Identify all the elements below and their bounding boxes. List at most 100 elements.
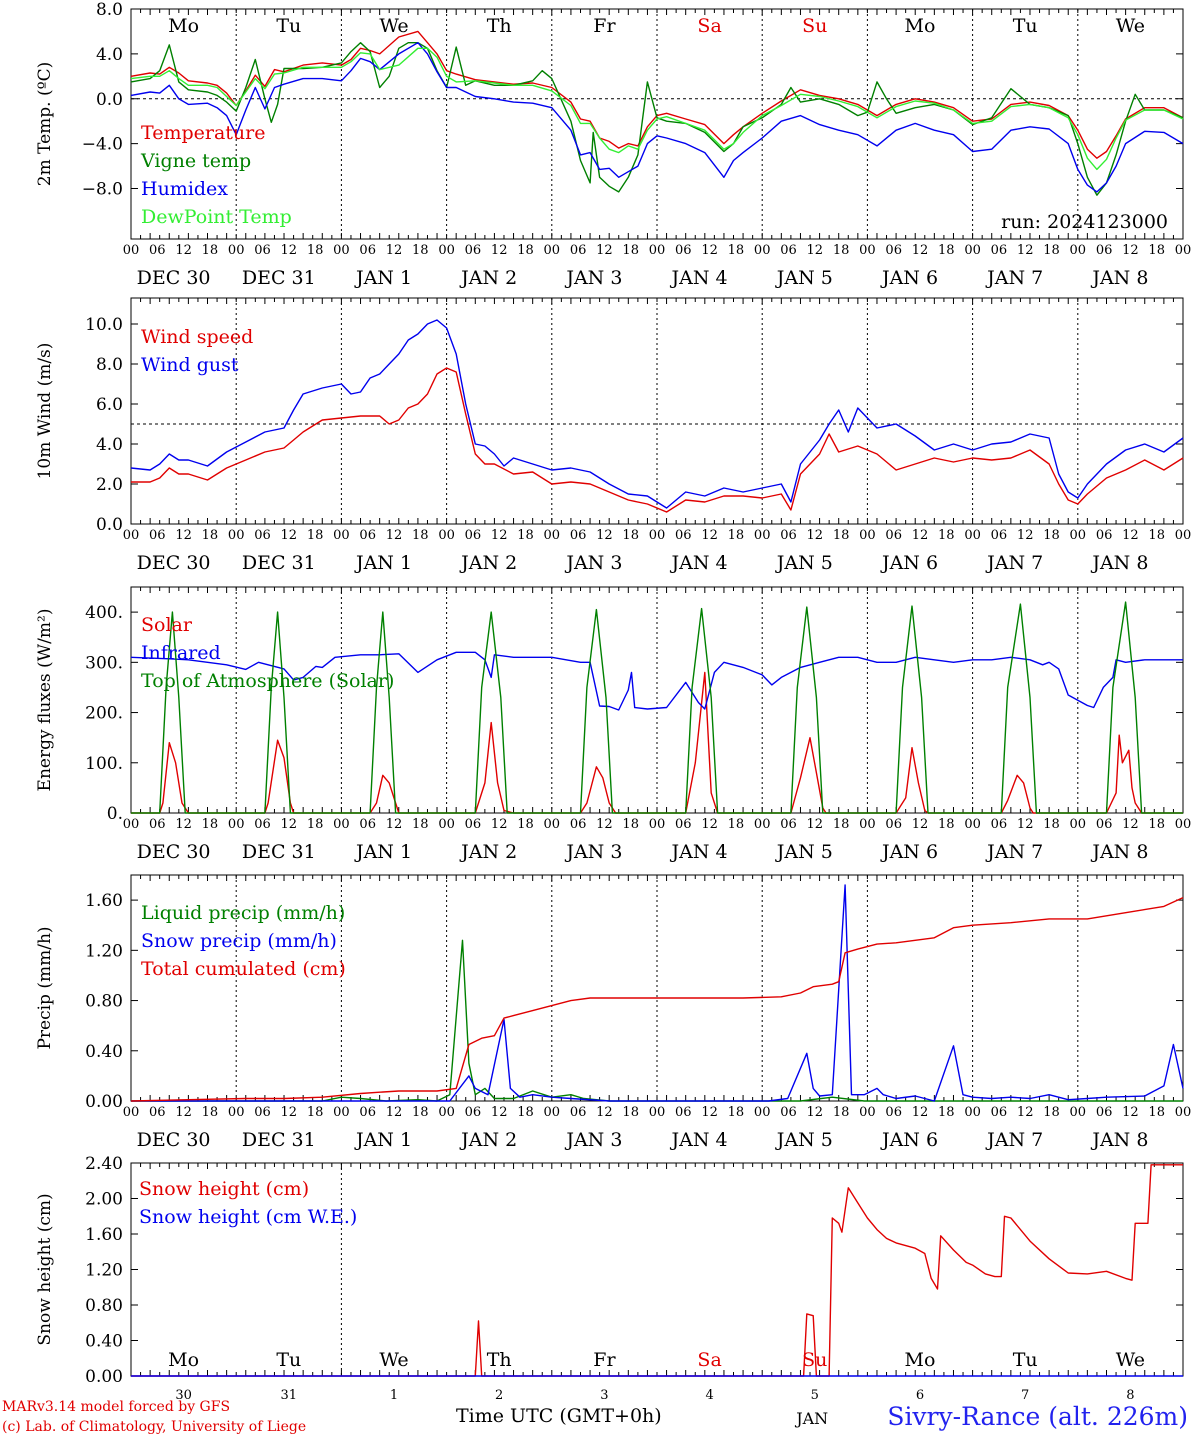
y-tick-label: 400.	[85, 603, 123, 623]
hour-label: 18	[517, 243, 534, 258]
hour-label: 12	[175, 1105, 192, 1120]
date-label: JAN 4	[670, 267, 728, 289]
hour-label: 18	[833, 528, 850, 543]
date-label: JAN 7	[985, 552, 1043, 574]
hour-label: 18	[1148, 1105, 1165, 1120]
date-label: JAN 6	[880, 267, 938, 289]
hour-label: 12	[491, 243, 508, 258]
hour-label: 00	[544, 243, 561, 258]
date-label: JAN 3	[564, 841, 622, 863]
legend-snow-series-snow-height-cm: Snow height (cm)	[139, 1178, 309, 1200]
hour-label: 18	[938, 1105, 955, 1120]
hour-label: 00	[123, 817, 140, 832]
hour-label: 06	[780, 817, 797, 832]
hour-label: 18	[938, 528, 955, 543]
date-label: DEC 30	[137, 267, 211, 289]
hour-label: 18	[1148, 528, 1165, 543]
hour-label: 06	[675, 817, 692, 832]
hour-label: 00	[1175, 528, 1192, 543]
hour-label: 12	[596, 817, 613, 832]
hour-label: 06	[991, 243, 1008, 258]
hour-label: 00	[123, 1105, 140, 1120]
hour-label: 00	[1070, 528, 1087, 543]
y-tick-label: 4.0	[96, 435, 123, 455]
hour-label: 18	[412, 243, 429, 258]
hour-label: 00	[438, 817, 455, 832]
hour-label: 12	[807, 243, 824, 258]
date-label: JAN 3	[564, 267, 622, 289]
hour-label: 00	[1070, 1105, 1087, 1120]
y-tick-label: −4.0	[82, 135, 123, 155]
hour-label: 00	[859, 817, 876, 832]
date-label: JAN 1	[354, 841, 412, 863]
hour-label: 00	[228, 528, 245, 543]
date-label: JAN 3	[564, 1129, 622, 1151]
y-tick-label: 2.00	[85, 1190, 123, 1210]
legend-wind-series-wind-speed: Wind speed	[141, 326, 253, 348]
hour-label: 00	[544, 817, 561, 832]
hour-label: 18	[307, 1105, 324, 1120]
hour-label: 12	[491, 1105, 508, 1120]
hour-label: 00	[649, 1105, 666, 1120]
date-label: JAN 5	[775, 1129, 833, 1151]
hour-label: 00	[649, 528, 666, 543]
date-short-label: 1	[390, 1388, 398, 1403]
hour-label: 12	[596, 528, 613, 543]
hour-label: 12	[596, 1105, 613, 1120]
hour-label: 00	[754, 528, 771, 543]
hour-label: 00	[333, 243, 350, 258]
temperature-series-temperature	[130, 30, 1184, 159]
hour-label: 06	[991, 528, 1008, 543]
hour-label: 06	[570, 1105, 587, 1120]
weekday-label: Tu	[1013, 1349, 1038, 1371]
hour-label: 12	[281, 817, 298, 832]
hour-label: 12	[912, 1105, 929, 1120]
hour-label: 00	[228, 243, 245, 258]
date-label: JAN 1	[354, 552, 412, 574]
hour-label: 06	[359, 243, 376, 258]
hour-label: 00	[754, 1105, 771, 1120]
weekday-label: Fr	[593, 15, 616, 37]
hour-label: 18	[412, 1105, 429, 1120]
hour-label: 06	[1096, 243, 1113, 258]
weekday-label: Tu	[276, 1349, 301, 1371]
legend-temperature-series-vigne-temp: Vigne temp	[140, 150, 251, 172]
y-axis-label: Energy fluxes (W/m²)	[35, 609, 55, 792]
hour-label: 18	[622, 528, 639, 543]
run-label: run: 2024123000	[1001, 211, 1168, 233]
date-label: JAN 2	[459, 552, 517, 574]
y-tick-label: 0.00	[85, 1367, 123, 1387]
hour-label: 00	[964, 528, 981, 543]
hour-label: 00	[544, 1105, 561, 1120]
hour-label: 00	[1175, 817, 1192, 832]
legend-snow-series-snow-height-cm-w-e: Snow height (cm W.E.)	[139, 1206, 357, 1228]
hour-label: 18	[622, 243, 639, 258]
hour-label: 18	[307, 528, 324, 543]
date-label: JAN 8	[1090, 1129, 1148, 1151]
hour-label: 00	[859, 243, 876, 258]
plot-frame	[130, 297, 1184, 525]
hour-label: 18	[412, 528, 429, 543]
hour-label: 18	[1148, 243, 1165, 258]
date-short-label: 5	[811, 1388, 819, 1403]
y-tick-label: 0.40	[85, 1332, 123, 1352]
hour-label: 18	[202, 528, 219, 543]
hour-label: 06	[675, 243, 692, 258]
date-label: JAN 6	[880, 552, 938, 574]
hour-label: 12	[701, 243, 718, 258]
wind-series-wind-speed	[131, 367, 1184, 513]
hour-label: 12	[807, 528, 824, 543]
time-axis-title: Time UTC (GMT+0h)	[456, 1405, 662, 1427]
weekday-label: Sa	[697, 1349, 721, 1371]
date-label: JAN 6	[880, 1129, 938, 1151]
hour-label: 12	[912, 817, 929, 832]
weekday-label: Tu	[276, 15, 301, 37]
date-label: JAN 8	[1090, 841, 1148, 863]
hour-label: 18	[412, 817, 429, 832]
hour-label: 06	[254, 243, 271, 258]
hour-label: 00	[333, 1105, 350, 1120]
hour-label: 00	[649, 817, 666, 832]
legend-energy-series-solar: Solar	[141, 614, 193, 636]
y-tick-label: 0.80	[85, 992, 123, 1012]
